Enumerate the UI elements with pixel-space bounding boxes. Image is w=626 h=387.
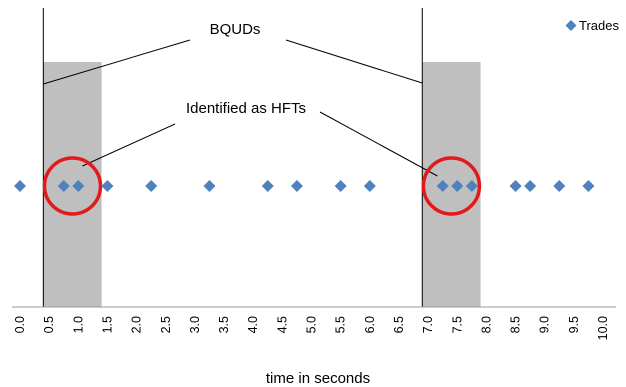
x-tick-label: 0.5 [42, 316, 56, 333]
x-tick-label: 7.0 [421, 316, 435, 333]
trade-point [57, 180, 70, 192]
trade-point [290, 180, 303, 192]
x-tick-label: 7.5 [450, 316, 464, 333]
x-tick-label: 9.0 [538, 316, 552, 333]
x-axis-title: time in seconds [266, 370, 370, 387]
x-tick-label: 5.0 [305, 316, 319, 333]
shaded-region [43, 62, 102, 307]
x-tick-label: 6.5 [392, 316, 406, 333]
trade-point [334, 180, 347, 192]
callout-lines [43, 39, 438, 177]
x-tick-label: 8.5 [509, 316, 523, 333]
legend: Trades [565, 18, 619, 33]
annotation-hft: Identified as HFTs [186, 100, 306, 117]
x-tick-label: 4.0 [246, 316, 260, 333]
trade-point [363, 180, 376, 192]
hft-highlight-circles [42, 156, 482, 216]
annotation-bquds: BQUDs [210, 21, 261, 38]
x-tick-label: 3.0 [188, 316, 202, 333]
hft-highlight-circle [42, 156, 103, 216]
callout-line [285, 39, 423, 84]
hft-highlight-circle [421, 156, 482, 216]
x-tick-label: 3.5 [217, 316, 231, 333]
x-tick-label: 1.0 [71, 316, 85, 333]
trade-point [14, 180, 26, 192]
x-tick-label: 9.5 [567, 316, 581, 333]
x-tick-label: 1.5 [100, 316, 114, 333]
callout-line [82, 123, 176, 167]
trade-point [451, 180, 464, 192]
callout-line [319, 111, 438, 177]
trade-point [101, 180, 114, 192]
callout-line [43, 39, 191, 85]
x-tick-labels: 0.0 0.5 1.0 1.5 2.0 2.5 3.0 3.5 4.0 4.5 5.0 5.5 6.0 6… [13, 316, 610, 340]
x-tick-label: 0.0 [13, 316, 27, 333]
trades-points [14, 180, 595, 192]
trade-point [553, 180, 566, 192]
x-tick-label: 6.0 [363, 316, 377, 333]
vertical-lines [42, 8, 423, 307]
x-tick-label: 8.0 [479, 316, 493, 333]
trade-point [436, 180, 449, 192]
trade-point [524, 180, 537, 192]
x-tick-label: 2.0 [130, 316, 144, 333]
trade-point [72, 180, 85, 192]
trade-point [203, 180, 216, 192]
x-tick-label: 5.5 [334, 316, 348, 333]
trade-point [509, 180, 522, 192]
trade-point [261, 180, 274, 192]
legend-label-trades: Trades [579, 18, 619, 33]
trade-point [145, 180, 158, 192]
x-tick-label: 10.0 [596, 316, 610, 340]
legend-marker-trades [565, 20, 577, 31]
x-tick-label: 4.5 [275, 316, 289, 333]
trade-point [465, 180, 478, 192]
trade-point [582, 180, 595, 192]
x-tick-label: 2.5 [159, 316, 173, 333]
